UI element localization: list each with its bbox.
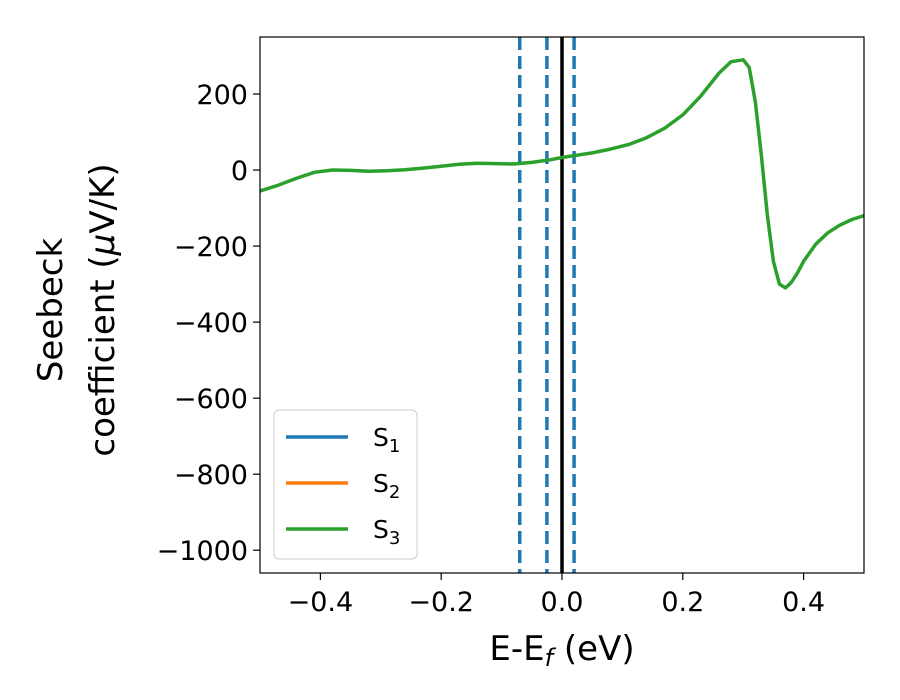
y-axis-label-line1: Seebeck	[31, 238, 71, 383]
y-tick-label: −600	[174, 384, 248, 415]
y-tick-label: 0	[231, 156, 248, 187]
legend-label-s1: S1	[373, 423, 400, 457]
reference-lines	[517, 37, 576, 573]
y-tick-label: −400	[174, 308, 248, 339]
data-series	[260, 58, 864, 290]
y-tick-label: −800	[174, 460, 248, 491]
y-axis-label-line2: coefficient (μV/K)	[83, 163, 123, 456]
x-axis-ticks: −0.4 −0.2 0.0 0.2 0.4	[288, 573, 825, 618]
y-axis-ticks: 200 0 −200 −400 −600 −800 −1000	[157, 80, 260, 567]
x-tick-label: 0.0	[541, 587, 584, 618]
y-tick-label: −1000	[157, 536, 248, 567]
legend: S1 S2 S3	[273, 409, 418, 560]
x-tick-label: −0.2	[408, 587, 474, 618]
x-axis-label: E-Ef (eV)	[489, 629, 634, 672]
x-tick-label: 0.4	[782, 587, 825, 618]
x-tick-label: −0.4	[288, 587, 354, 618]
x-tick-label: 0.2	[661, 587, 704, 618]
y-tick-label: 200	[196, 80, 248, 111]
y-axis-label: Seebeck coefficient (μV/K)	[31, 163, 123, 456]
legend-label-s2: S2	[373, 469, 400, 503]
y-tick-label: −200	[174, 232, 248, 263]
series-line-s3	[260, 58, 864, 290]
legend-label-s3: S3	[373, 515, 400, 549]
